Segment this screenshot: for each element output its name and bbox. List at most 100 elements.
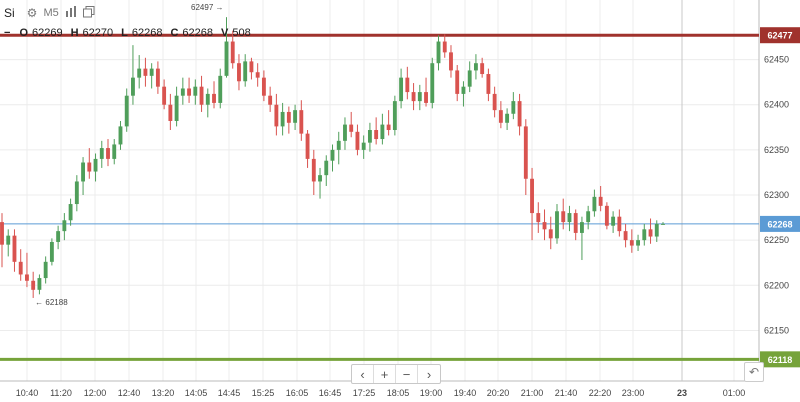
- candle-body[interactable]: [517, 101, 522, 127]
- scroll-left-button[interactable]: ‹: [352, 365, 374, 383]
- candle-body[interactable]: [330, 149, 335, 161]
- candle-body[interactable]: [261, 77, 266, 96]
- candle-body[interactable]: [492, 93, 497, 111]
- candle-body[interactable]: [31, 280, 36, 290]
- candle-body[interactable]: [187, 88, 192, 96]
- candle-body[interactable]: [118, 126, 123, 145]
- candle-body[interactable]: [567, 213, 572, 223]
- candle-body[interactable]: [417, 92, 422, 102]
- candle-body[interactable]: [37, 278, 42, 290]
- candle-body[interactable]: [274, 104, 279, 127]
- candle-body[interactable]: [336, 140, 341, 150]
- candle-body[interactable]: [106, 148, 110, 159]
- candle-body[interactable]: [629, 240, 634, 246]
- candle-body[interactable]: [180, 88, 185, 96]
- candle-body[interactable]: [56, 231, 61, 242]
- candle-body[interactable]: [405, 77, 410, 93]
- candle-body[interactable]: [367, 130, 372, 143]
- candle-body[interactable]: [162, 86, 167, 105]
- candle-body[interactable]: [473, 63, 478, 71]
- collapse-icon[interactable]: −: [4, 27, 11, 39]
- candle-body[interactable]: [143, 68, 148, 76]
- candle-body[interactable]: [374, 130, 379, 140]
- candle-body[interactable]: [218, 75, 223, 103]
- candle-body[interactable]: [255, 72, 260, 78]
- candle-body[interactable]: [380, 124, 385, 140]
- candle-body[interactable]: [168, 104, 173, 121]
- candle-body[interactable]: [25, 274, 29, 281]
- candle-body[interactable]: [424, 92, 428, 103]
- candle-body[interactable]: [586, 211, 591, 223]
- candle-body[interactable]: [486, 74, 491, 94]
- candle-body[interactable]: [87, 162, 92, 172]
- candle-body[interactable]: [81, 162, 85, 182]
- candle-body[interactable]: [355, 131, 360, 150]
- candle-body[interactable]: [548, 229, 553, 239]
- candle-body[interactable]: [224, 41, 229, 76]
- candle-body[interactable]: [430, 63, 435, 103]
- candle-body[interactable]: [361, 142, 366, 150]
- candle-body[interactable]: [174, 95, 179, 121]
- candle-body[interactable]: [349, 124, 354, 132]
- candle-body[interactable]: [648, 229, 653, 237]
- candle-body[interactable]: [237, 63, 241, 82]
- candle-body[interactable]: [542, 222, 547, 230]
- candle-body[interactable]: [286, 111, 291, 123]
- candle-body[interactable]: [592, 196, 597, 212]
- candle-body[interactable]: [305, 133, 310, 159]
- candle-body[interactable]: [49, 241, 54, 262]
- candle-body[interactable]: [467, 70, 472, 87]
- candle-body[interactable]: [480, 63, 485, 75]
- timeframe-label[interactable]: M5: [43, 7, 59, 19]
- candle-body[interactable]: [99, 148, 104, 159]
- candle-body[interactable]: [149, 68, 154, 76]
- candle-body[interactable]: [530, 178, 534, 214]
- candle-body[interactable]: [124, 95, 129, 127]
- copy-icon[interactable]: [82, 5, 95, 21]
- candle-body[interactable]: [555, 211, 559, 239]
- candle-body[interactable]: [155, 68, 160, 87]
- candle-body[interactable]: [623, 231, 628, 241]
- bar-chart-icon[interactable]: [65, 6, 77, 20]
- candle-body[interactable]: [249, 61, 254, 73]
- candle-body[interactable]: [498, 110, 503, 123]
- candle-body[interactable]: [536, 213, 541, 223]
- candle-body[interactable]: [661, 223, 665, 225]
- zoom-in-button[interactable]: +: [374, 365, 396, 383]
- candle-body[interactable]: [636, 240, 640, 246]
- candle-body[interactable]: [511, 101, 516, 114]
- candle-body[interactable]: [598, 196, 603, 206]
- undo-icon[interactable]: ↶: [744, 362, 764, 382]
- candle-body[interactable]: [230, 41, 235, 64]
- gear-icon[interactable]: ⚙: [26, 6, 38, 20]
- candle-body[interactable]: [299, 110, 304, 134]
- candle-body[interactable]: [212, 93, 216, 103]
- candle-body[interactable]: [0, 222, 4, 245]
- candle-body[interactable]: [436, 41, 441, 64]
- candle-body[interactable]: [449, 52, 453, 71]
- candle-body[interactable]: [74, 181, 79, 205]
- candle-body[interactable]: [573, 213, 578, 233]
- candle-body[interactable]: [280, 111, 285, 127]
- candle-body[interactable]: [12, 235, 17, 262]
- candle-body[interactable]: [343, 124, 347, 141]
- candle-body[interactable]: [324, 160, 329, 176]
- candle-body[interactable]: [112, 144, 117, 159]
- candle-body[interactable]: [6, 235, 11, 245]
- candle-body[interactable]: [505, 113, 510, 123]
- candle-body[interactable]: [311, 158, 316, 182]
- candle-body[interactable]: [455, 70, 460, 94]
- candle-body[interactable]: [386, 124, 391, 131]
- candle-body[interactable]: [399, 77, 404, 102]
- candle-body[interactable]: [611, 216, 616, 226]
- candle-body[interactable]: [268, 95, 273, 105]
- candle-body[interactable]: [62, 220, 67, 232]
- candle-body[interactable]: [617, 216, 622, 232]
- candle-body[interactable]: [193, 86, 198, 96]
- scroll-right-button[interactable]: ›: [426, 366, 432, 382]
- candle-body[interactable]: [561, 211, 566, 223]
- candle-body[interactable]: [523, 126, 528, 179]
- candle-body[interactable]: [243, 61, 248, 82]
- candle-body[interactable]: [654, 223, 659, 237]
- candle-body[interactable]: [199, 86, 204, 105]
